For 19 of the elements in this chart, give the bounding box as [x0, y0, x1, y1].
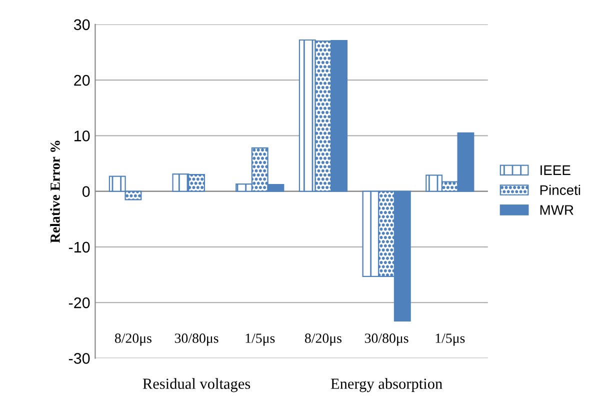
x-tick-label: 8/20μs [304, 334, 342, 346]
y-tick-label: -20 [68, 297, 90, 308]
x-tick-label: 1/5μs [246, 334, 275, 346]
x-tick-label: 30/80μs [174, 334, 218, 346]
y-tick-label: 30 [74, 19, 90, 30]
x-tick-label: 30/80μs [364, 334, 408, 346]
y-tick-label: 10 [74, 130, 90, 142]
legend-label: IEEE [540, 165, 570, 175]
y-tick-label: 0 [82, 186, 90, 197]
y-axis-title: Relative Error % [50, 140, 60, 243]
text: Residual voltages [142, 378, 250, 392]
y-tick-label: -10 [68, 242, 90, 253]
legend-label: MWR [540, 205, 574, 215]
y-tick-label: 20 [74, 74, 90, 86]
legend-label: Pinceti [540, 184, 580, 196]
x-tick-label: 1/5μs [436, 334, 465, 346]
x-tick-label: 8/20μs [114, 334, 152, 346]
text: Energy absorption [330, 378, 442, 392]
y-tick-label: -30 [68, 353, 90, 364]
